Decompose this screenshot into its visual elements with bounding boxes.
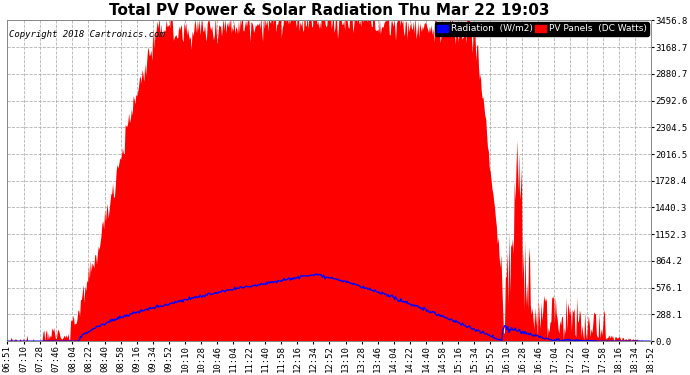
Title: Total PV Power & Solar Radiation Thu Mar 22 19:03: Total PV Power & Solar Radiation Thu Mar… [109,3,549,18]
Text: Copyright 2018 Cartronics.com: Copyright 2018 Cartronics.com [8,30,164,39]
Legend: Radiation  (W/m2), PV Panels  (DC Watts): Radiation (W/m2), PV Panels (DC Watts) [435,22,649,36]
